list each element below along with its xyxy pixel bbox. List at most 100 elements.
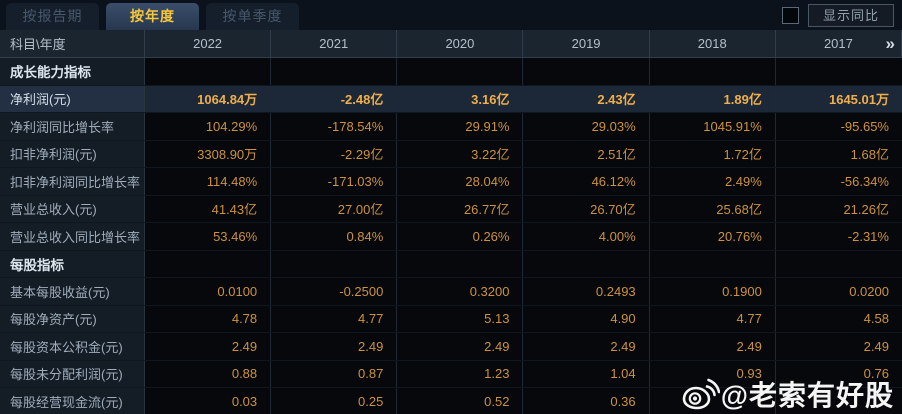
value-cell: 4.90	[523, 305, 650, 332]
value-cell: 2.51亿	[523, 140, 650, 167]
value-cell: 27.00亿	[271, 195, 398, 222]
value-cell: -178.54%	[271, 113, 398, 140]
table-row: 扣非净利润(元) 3308.90万 -2.29亿 3.22亿 2.51亿 1.72亿 1.6…	[0, 140, 902, 168]
period-tabbar: 按报告期 按年度 按单季度 显示同比	[0, 0, 902, 30]
tab-3[interactable]: 按单季度	[206, 3, 299, 30]
table-header-row: 科目\年度 2022 2021 2020 2019 2018 2017»	[0, 30, 902, 58]
value-cell	[271, 250, 398, 277]
year-header-2019: 2019	[523, 30, 650, 57]
row-label: 基本每股收益(元)	[0, 278, 145, 305]
row-label: 成长能力指标	[0, 58, 145, 85]
value-cell: 0.25	[271, 388, 398, 414]
value-cell: 1.23	[397, 360, 524, 387]
value-cell: 28.04%	[397, 168, 524, 195]
value-cell	[145, 58, 272, 85]
year-header-2020: 2020	[397, 30, 524, 57]
value-cell: 26.70亿	[523, 195, 650, 222]
value-cell	[775, 250, 902, 277]
value-cell: 104.29%	[145, 113, 272, 140]
table-row: 营业总收入同比增长率 53.46% 0.84% 0.26% 4.00% 20.76% -2.…	[0, 223, 902, 251]
value-cell: 1045.91%	[649, 113, 776, 140]
value-cell: 0.2493	[523, 278, 650, 305]
value-cell: 0.1900	[649, 278, 776, 305]
tab-2[interactable]: 按年度	[106, 3, 199, 30]
value-cell: 1.04	[523, 360, 650, 387]
table-row: 扣非净利润同比增长率 114.48% -171.03% 28.04% 46.12% 2.4…	[0, 168, 902, 196]
value-cell: 4.58	[775, 305, 902, 332]
row-label: 净利润同比增长率	[0, 113, 145, 140]
value-cell: 4.77	[271, 305, 398, 332]
value-cell: 25.68亿	[649, 195, 776, 222]
value-cell: 0.87	[271, 360, 398, 387]
section-row: 成长能力指标	[0, 58, 902, 86]
value-cell: 0.93	[649, 360, 776, 387]
value-cell: -56.34%	[775, 168, 902, 195]
row-label: 净利润(元)	[0, 85, 145, 112]
row-label: 每股指标	[0, 250, 145, 277]
value-cell: 2.49	[523, 333, 650, 360]
value-cell	[523, 58, 650, 85]
value-cell: 114.48%	[145, 168, 272, 195]
tab-1[interactable]: 按报告期	[6, 3, 99, 30]
value-cell: 2.49	[145, 333, 272, 360]
value-cell	[271, 58, 398, 85]
value-cell: 0.0200	[775, 278, 902, 305]
table-row: 基本每股收益(元) 0.0100 -0.2500 0.3200 0.2493 0.1900…	[0, 278, 902, 306]
value-cell: 29.03%	[523, 113, 650, 140]
value-cell: 0.84%	[271, 223, 398, 250]
value-cell: 29.91%	[397, 113, 524, 140]
row-label: 每股净资产(元)	[0, 305, 145, 332]
value-cell: 2.49	[271, 333, 398, 360]
value-cell: -0.2500	[271, 278, 398, 305]
value-cell: 2.49%	[649, 168, 776, 195]
value-cell: 0.36	[523, 388, 650, 414]
value-cell: 4.00%	[523, 223, 650, 250]
value-cell: -2.48亿	[271, 85, 398, 112]
value-cell: -2.31%	[775, 223, 902, 250]
value-cell: 1.68亿	[775, 140, 902, 167]
value-cell	[775, 58, 902, 85]
value-cell: 2.49	[397, 333, 524, 360]
corner-header-cell: 科目\年度	[0, 30, 145, 57]
table-row: 每股经营现金流(元) 0.03 0.25 0.52 0.36	[0, 388, 902, 414]
row-label: 营业总收入同比增长率	[0, 223, 145, 250]
value-cell: -171.03%	[271, 168, 398, 195]
value-cell: 1.72亿	[649, 140, 776, 167]
value-cell: 4.78	[145, 305, 272, 332]
value-cell: 41.43亿	[145, 195, 272, 222]
value-cell: 0.0100	[145, 278, 272, 305]
table-row: 每股未分配利润(元) 0.88 0.87 1.23 1.04 0.93 0.76	[0, 360, 902, 388]
yoy-controls: 显示同比	[781, 4, 894, 27]
value-cell	[397, 58, 524, 85]
show-yoy-label[interactable]: 显示同比	[807, 4, 894, 27]
value-cell: 53.46%	[145, 223, 272, 250]
section-row: 每股指标	[0, 250, 902, 278]
value-cell: 20.76%	[649, 223, 776, 250]
value-cell	[523, 250, 650, 277]
row-label: 营业总收入(元)	[0, 195, 145, 222]
show-yoy-checkbox[interactable]	[781, 7, 799, 24]
value-cell: 0.03	[145, 388, 272, 414]
value-cell	[649, 58, 776, 85]
row-label: 扣非净利润(元)	[0, 140, 145, 167]
year-header-2022: 2022	[145, 30, 272, 57]
value-cell	[145, 250, 272, 277]
value-cell	[649, 250, 776, 277]
value-cell: 3.16亿	[397, 85, 524, 112]
year-header-2017: 2017	[775, 30, 902, 57]
row-label: 每股未分配利润(元)	[0, 360, 145, 387]
value-cell	[775, 388, 902, 414]
value-cell: 3308.90万	[145, 140, 272, 167]
table-row: 净利润同比增长率 104.29% -178.54% 29.91% 29.03% 1045.…	[0, 113, 902, 141]
value-cell: -95.65%	[775, 113, 902, 140]
table-row: 净利润(元) 1064.84万 -2.48亿 3.16亿 2.43亿 1.89亿 1645.…	[0, 85, 902, 113]
more-columns-icon[interactable]: »	[885, 34, 895, 53]
row-label: 每股经营现金流(元)	[0, 388, 145, 414]
year-header-2018: 2018	[649, 30, 776, 57]
value-cell: 46.12%	[523, 168, 650, 195]
value-cell: 1064.84万	[145, 85, 272, 112]
value-cell: 21.26亿	[775, 195, 902, 222]
value-cell: 26.77亿	[397, 195, 524, 222]
value-cell	[397, 250, 524, 277]
